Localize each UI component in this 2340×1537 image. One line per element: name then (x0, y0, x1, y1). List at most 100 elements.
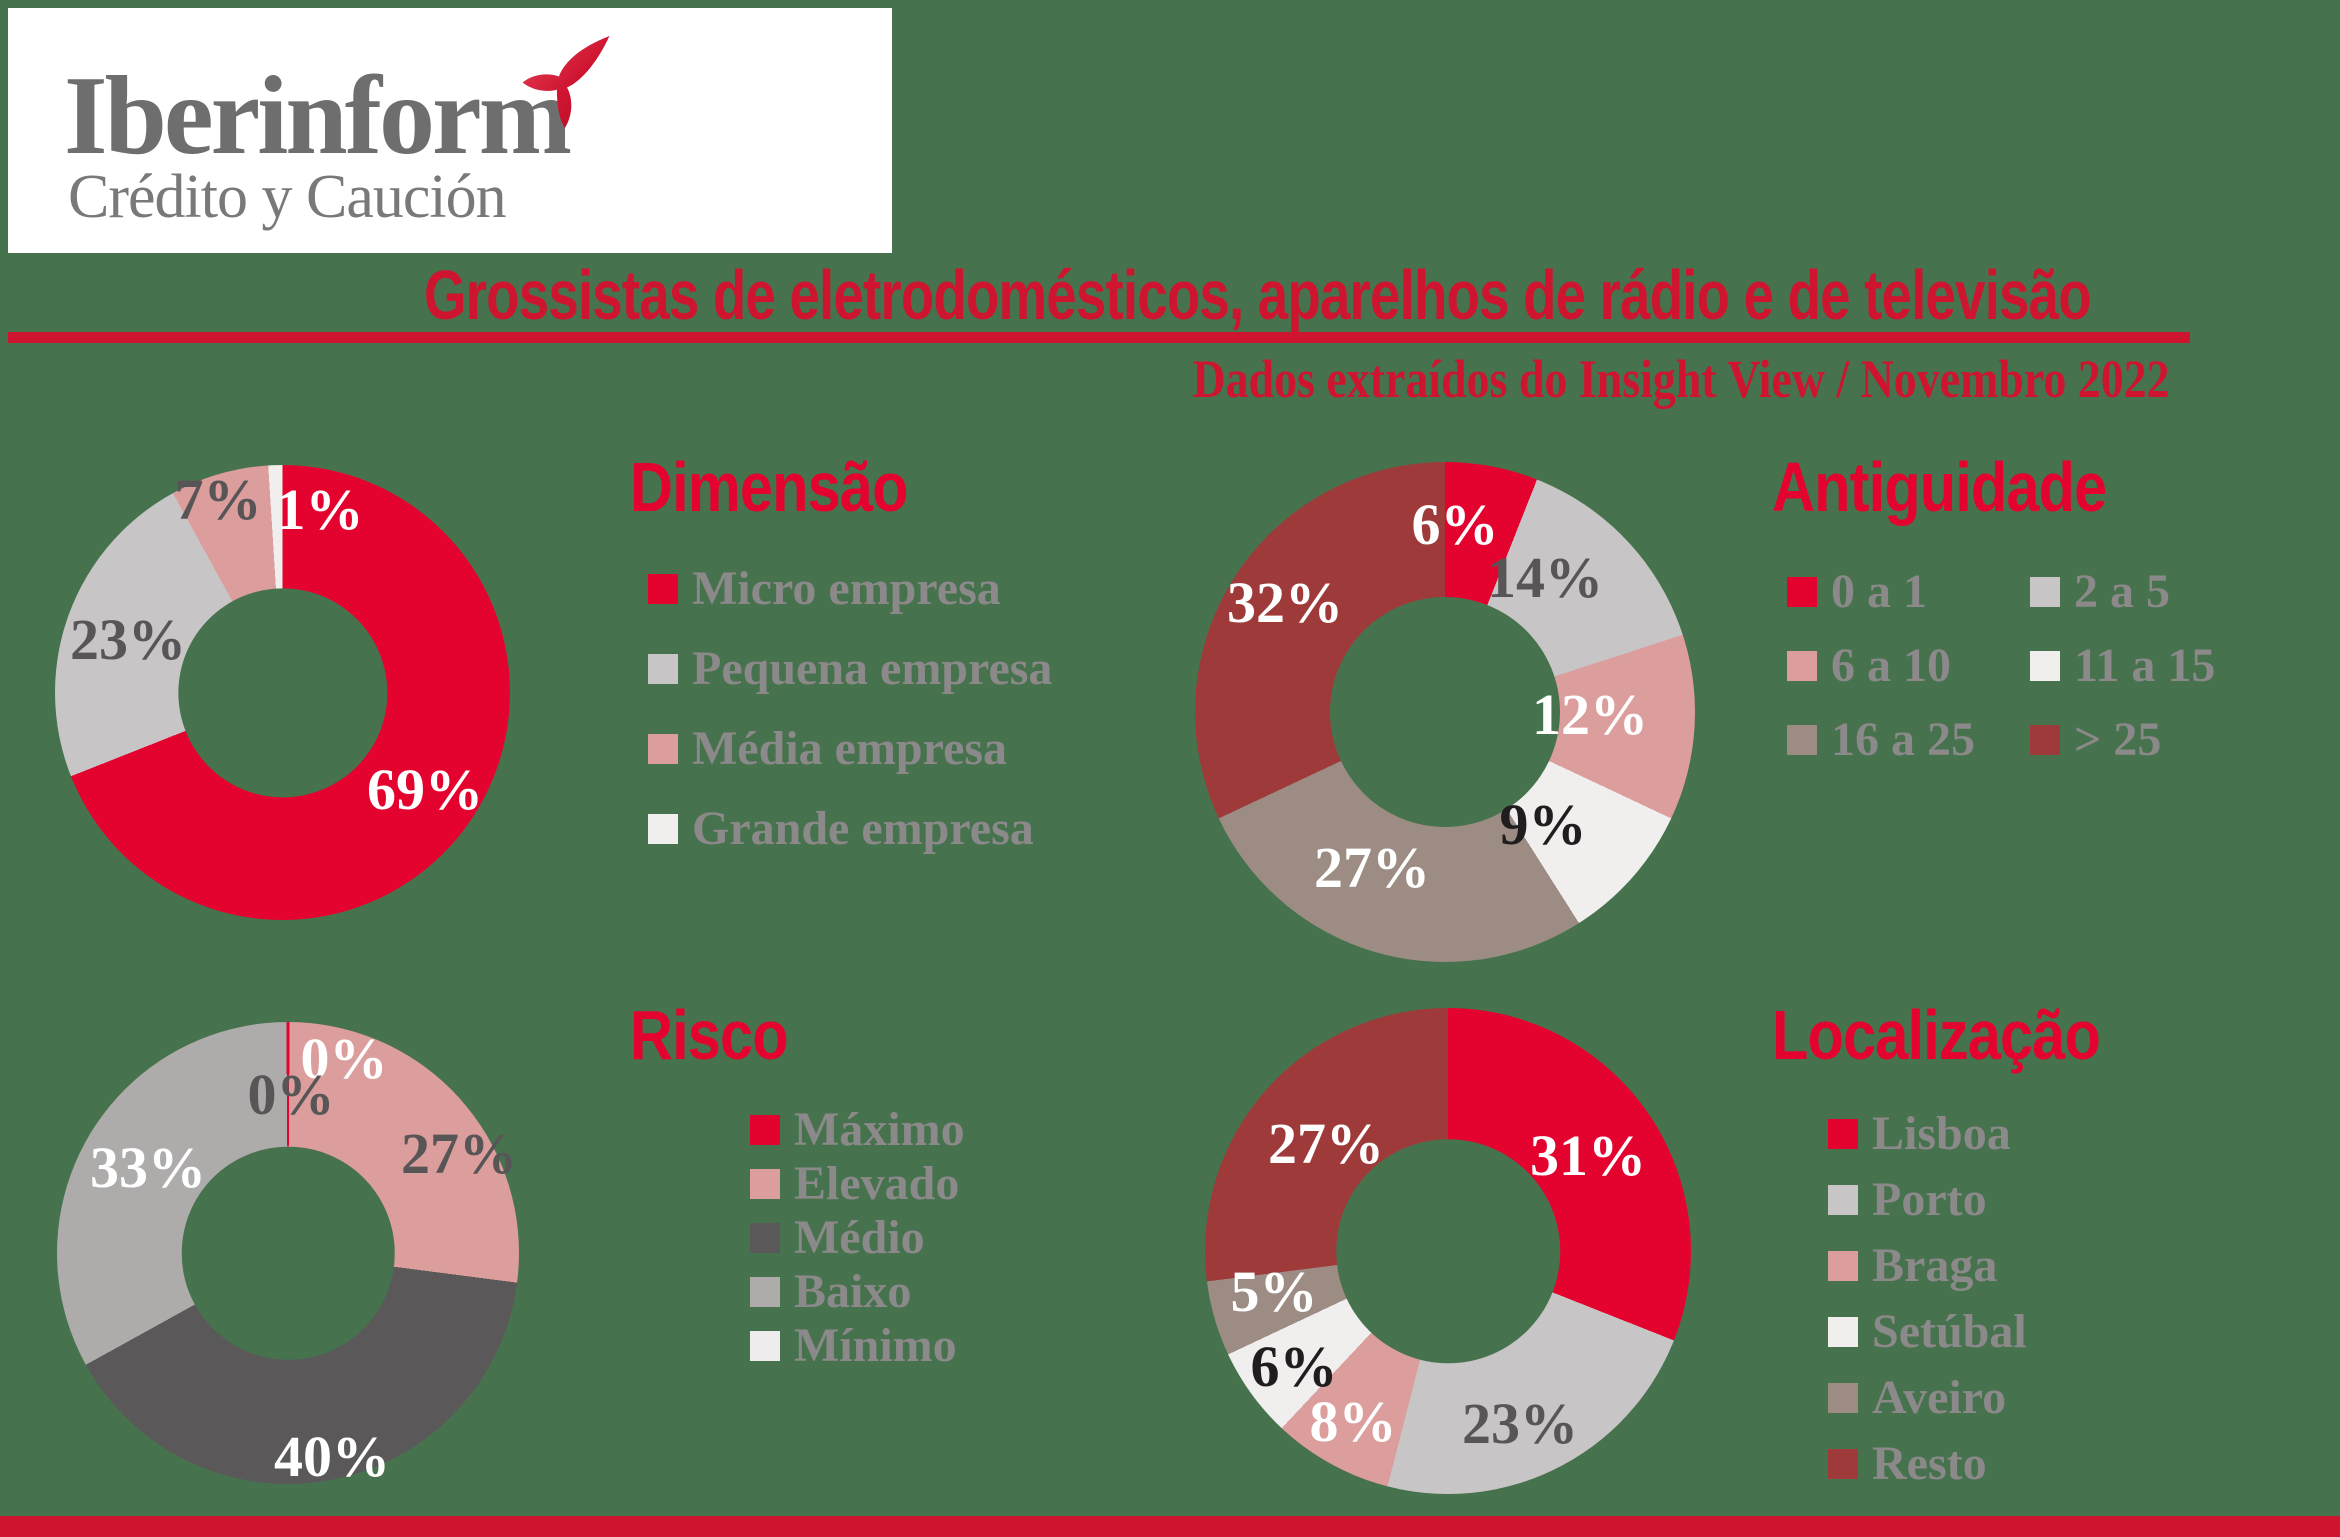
legend-item: Pequena empresa (648, 645, 1052, 693)
percent-label: 33% (90, 1135, 206, 1200)
legend-items: 0 a 1 2 a 5 6 a 10 11 a 15 16 a 25 > 25 (1787, 568, 2215, 764)
legend-swatch-icon (648, 654, 678, 684)
legend-label: Aveiro (1872, 1371, 2007, 1424)
legend-label: Lisboa (1872, 1107, 2011, 1160)
legend-item: Braga (1828, 1242, 2027, 1290)
legend-swatch-icon (1828, 1251, 1858, 1281)
legend-item: Média empresa (648, 725, 1052, 773)
legend-swatch-icon (1787, 651, 1817, 681)
legend-label: Micro empresa (692, 562, 1001, 615)
percent-label: 31% (1530, 1123, 1646, 1188)
legend-item: 2 a 5 (2030, 568, 2215, 616)
legend-dimensao: Dimensão Micro empresa Pequena empresa Méd… (630, 452, 1052, 853)
legend-item: Micro empresa (648, 565, 1052, 613)
legend-items: Micro empresa Pequena empresa Média empres… (648, 565, 1052, 853)
legend-item: Setúbal (1828, 1308, 2027, 1356)
percent-label: 27% (401, 1121, 517, 1186)
legend-swatch-icon (648, 734, 678, 764)
legend-title: Localização (1772, 996, 2101, 1074)
legend-swatch-icon (750, 1115, 780, 1145)
percent-label: 40% (274, 1424, 390, 1489)
legend-item: 16 a 25 (1787, 716, 2030, 764)
percent-label: 0% (247, 1062, 335, 1127)
legend-item: Porto (1828, 1176, 2027, 1224)
percent-label: 23% (1462, 1391, 1578, 1456)
legend-label: Mínimo (794, 1319, 957, 1372)
legend-label: 0 a 1 (1831, 565, 1927, 618)
legend-label: Setúbal (1872, 1305, 2027, 1358)
legend-swatch-icon (1828, 1449, 1858, 1479)
legend-item: Resto (1828, 1440, 2027, 1488)
legend-label: Grande empresa (692, 802, 1034, 855)
percent-label: 9% (1499, 792, 1587, 857)
legend-item: 0 a 1 (1787, 568, 2030, 616)
legend-label: 16 a 25 (1831, 713, 1975, 766)
legend-label: 6 a 10 (1831, 639, 1951, 692)
legend-swatch-icon (1828, 1383, 1858, 1413)
logo-tagline: Crédito y Caución (68, 163, 507, 231)
legend-label: Porto (1872, 1173, 1987, 1226)
legend-item: Aveiro (1828, 1374, 2027, 1422)
percent-label: 5% (1230, 1259, 1318, 1324)
legend-label: Médio (794, 1211, 925, 1264)
footer-bar (0, 1516, 2340, 1537)
page-title: Grossistas de eletrodomésticos, aparelho… (424, 256, 2092, 334)
percent-label: 23% (70, 607, 186, 672)
legend-item: Lisboa (1828, 1110, 2027, 1158)
legend-swatch-icon (1787, 577, 1817, 607)
legend-label: Braga (1872, 1239, 1998, 1292)
percent-label: 6% (1250, 1334, 1338, 1399)
percent-label: 7% (174, 467, 262, 532)
legend-risco: Risco Máximo Elevado Médio Baixo Mínimo (630, 996, 965, 1370)
donut-chart-localizacao: 31% 23% 8% 6% 5% 27% (1205, 1008, 1691, 1494)
legend-item: Grande empresa (648, 805, 1052, 853)
legend-swatch-icon (648, 574, 678, 604)
legend-swatch-icon (1828, 1185, 1858, 1215)
percent-label: 12% (1532, 682, 1648, 747)
percent-label: 0% (300, 1026, 388, 1091)
percent-label: 14% (1487, 545, 1603, 610)
percent-label: 69% (367, 757, 483, 822)
donut-chart-dimensao: 69% 23% 7% 1% (55, 465, 510, 920)
donut-hole (1336, 1139, 1560, 1363)
legend-item: > 25 (2030, 716, 2215, 764)
legend-label: Elevado (794, 1157, 960, 1210)
logo-wordmark: Iberinform (64, 54, 572, 178)
page-subtitle: Dados extraídos do Insight View / Novemb… (1192, 349, 2170, 409)
legend-item: 6 a 10 (1787, 642, 2030, 690)
legend-label: Máximo (794, 1103, 965, 1156)
percent-label: 8% (1309, 1389, 1397, 1454)
legend-label: 11 a 15 (2074, 639, 2216, 692)
donut-hole (177, 587, 388, 798)
legend-swatch-icon (1787, 725, 1817, 755)
percent-label: 6% (1411, 492, 1499, 557)
legend-label: > 25 (2074, 713, 2162, 766)
legend-antiguidade: Antiguidade 0 a 1 2 a 5 6 a 10 11 a 15 16 a … (1772, 452, 2215, 764)
legend-label: Pequena empresa (692, 642, 1053, 695)
legend-items: Lisboa Porto Braga Setúbal Aveiro Resto (1828, 1110, 2027, 1488)
legend-item: 11 a 15 (2030, 642, 2215, 690)
legend-swatch-icon (1828, 1317, 1858, 1347)
legend-label: Média empresa (692, 722, 1008, 775)
percent-label: 32% (1227, 570, 1343, 635)
legend-swatch-icon (750, 1277, 780, 1307)
legend-swatch-icon (750, 1169, 780, 1199)
legend-items: Máximo Elevado Médio Baixo Mínimo (750, 1106, 965, 1370)
legend-swatch-icon (1828, 1119, 1858, 1149)
logo-box: Iberinform Crédito y Caución (8, 8, 892, 253)
legend-item: Elevado (750, 1160, 965, 1208)
legend-item: Máximo (750, 1106, 965, 1154)
legend-swatch-icon (2030, 577, 2060, 607)
legend-swatch-icon (750, 1331, 780, 1361)
legend-label: 2 a 5 (2074, 565, 2170, 618)
legend-title: Risco (630, 996, 789, 1074)
percent-label: 1% (276, 477, 364, 542)
donut-chart-risco: 0% 27% 40% 33% 0% (57, 1022, 519, 1489)
percent-label: 27% (1268, 1111, 1384, 1176)
legend-item: Mínimo (750, 1322, 965, 1370)
donut-hole (1330, 597, 1560, 827)
title-underline-rule (8, 332, 2190, 343)
legend-swatch-icon (2030, 725, 2060, 755)
legend-localizacao: Localização Lisboa Porto Braga Setúbal Aveir… (1772, 996, 2158, 1488)
